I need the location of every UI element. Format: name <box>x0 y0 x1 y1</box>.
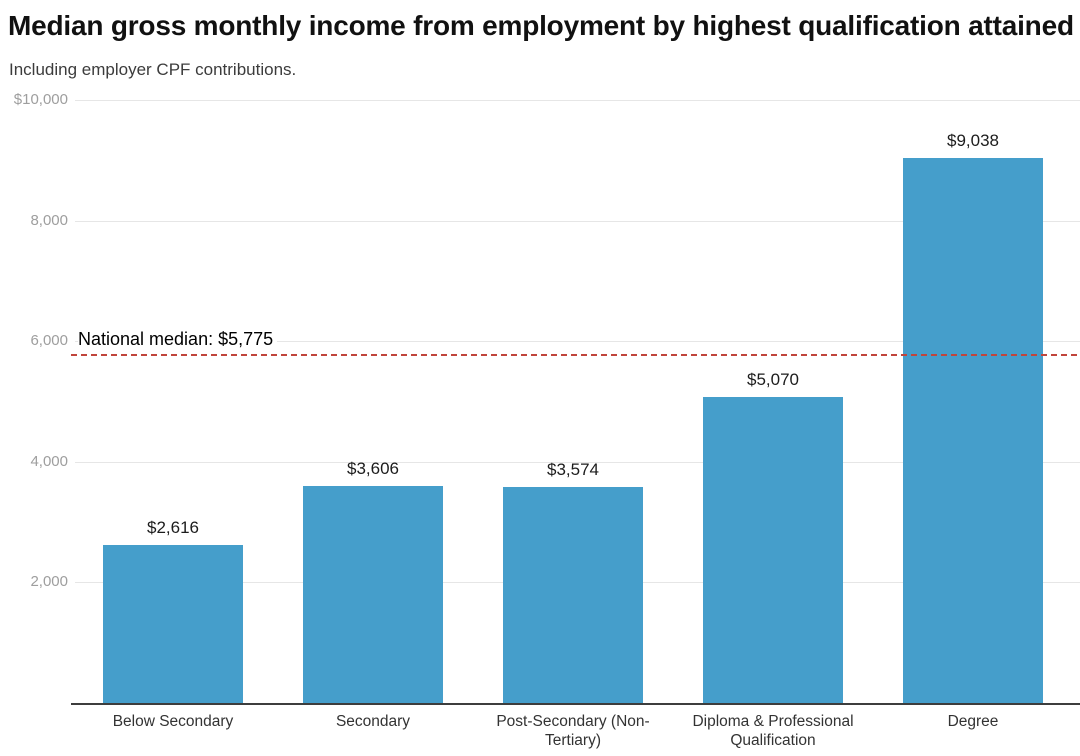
x-axis-line <box>71 703 1080 705</box>
bar <box>503 487 643 703</box>
y-tick-label: 8,000 <box>30 212 68 229</box>
bar-value-label: $3,574 <box>547 460 599 479</box>
gridline <box>75 341 1080 342</box>
x-axis-label: Below Secondary <box>112 713 234 730</box>
y-tick-label: 2,000 <box>30 573 68 590</box>
bar-value-label: $2,616 <box>147 518 199 537</box>
national-median-line <box>71 354 1080 356</box>
bar <box>103 545 243 703</box>
x-axis-label: Post-Secondary (Non-Tertiary) <box>496 713 650 749</box>
gridline <box>75 462 1080 463</box>
bar <box>703 397 843 703</box>
x-axis-label: Degree <box>947 713 999 730</box>
bar <box>303 486 443 703</box>
x-axis-label: Secondary <box>335 713 411 730</box>
bar-value-label: $5,070 <box>747 370 799 389</box>
gridline <box>75 100 1080 101</box>
chart-title: Median gross monthly income from employm… <box>8 10 1074 41</box>
y-tick-label: $10,000 <box>13 91 68 108</box>
bar-value-label: $3,606 <box>347 459 399 478</box>
y-tick-label: 6,000 <box>30 332 68 349</box>
x-axis-label: Diploma & Professional Qualification <box>692 713 854 749</box>
bar-value-label: $9,038 <box>947 131 999 150</box>
y-tick-label: 4,000 <box>30 453 68 470</box>
national-median-label: National median: $5,775 <box>78 329 278 350</box>
bar <box>903 158 1043 703</box>
chart-subtitle: Including employer CPF contributions. <box>9 60 297 79</box>
gridline <box>75 221 1080 222</box>
